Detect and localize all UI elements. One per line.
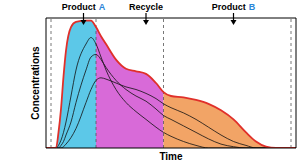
- svg-text:Concentrations: Concentrations: [30, 46, 41, 120]
- svg-text:Recycle: Recycle: [129, 2, 163, 12]
- svg-text:ProductB: ProductB: [212, 2, 256, 12]
- svg-text:Time: Time: [159, 151, 183, 162]
- svg-text:ProductA: ProductA: [62, 2, 106, 12]
